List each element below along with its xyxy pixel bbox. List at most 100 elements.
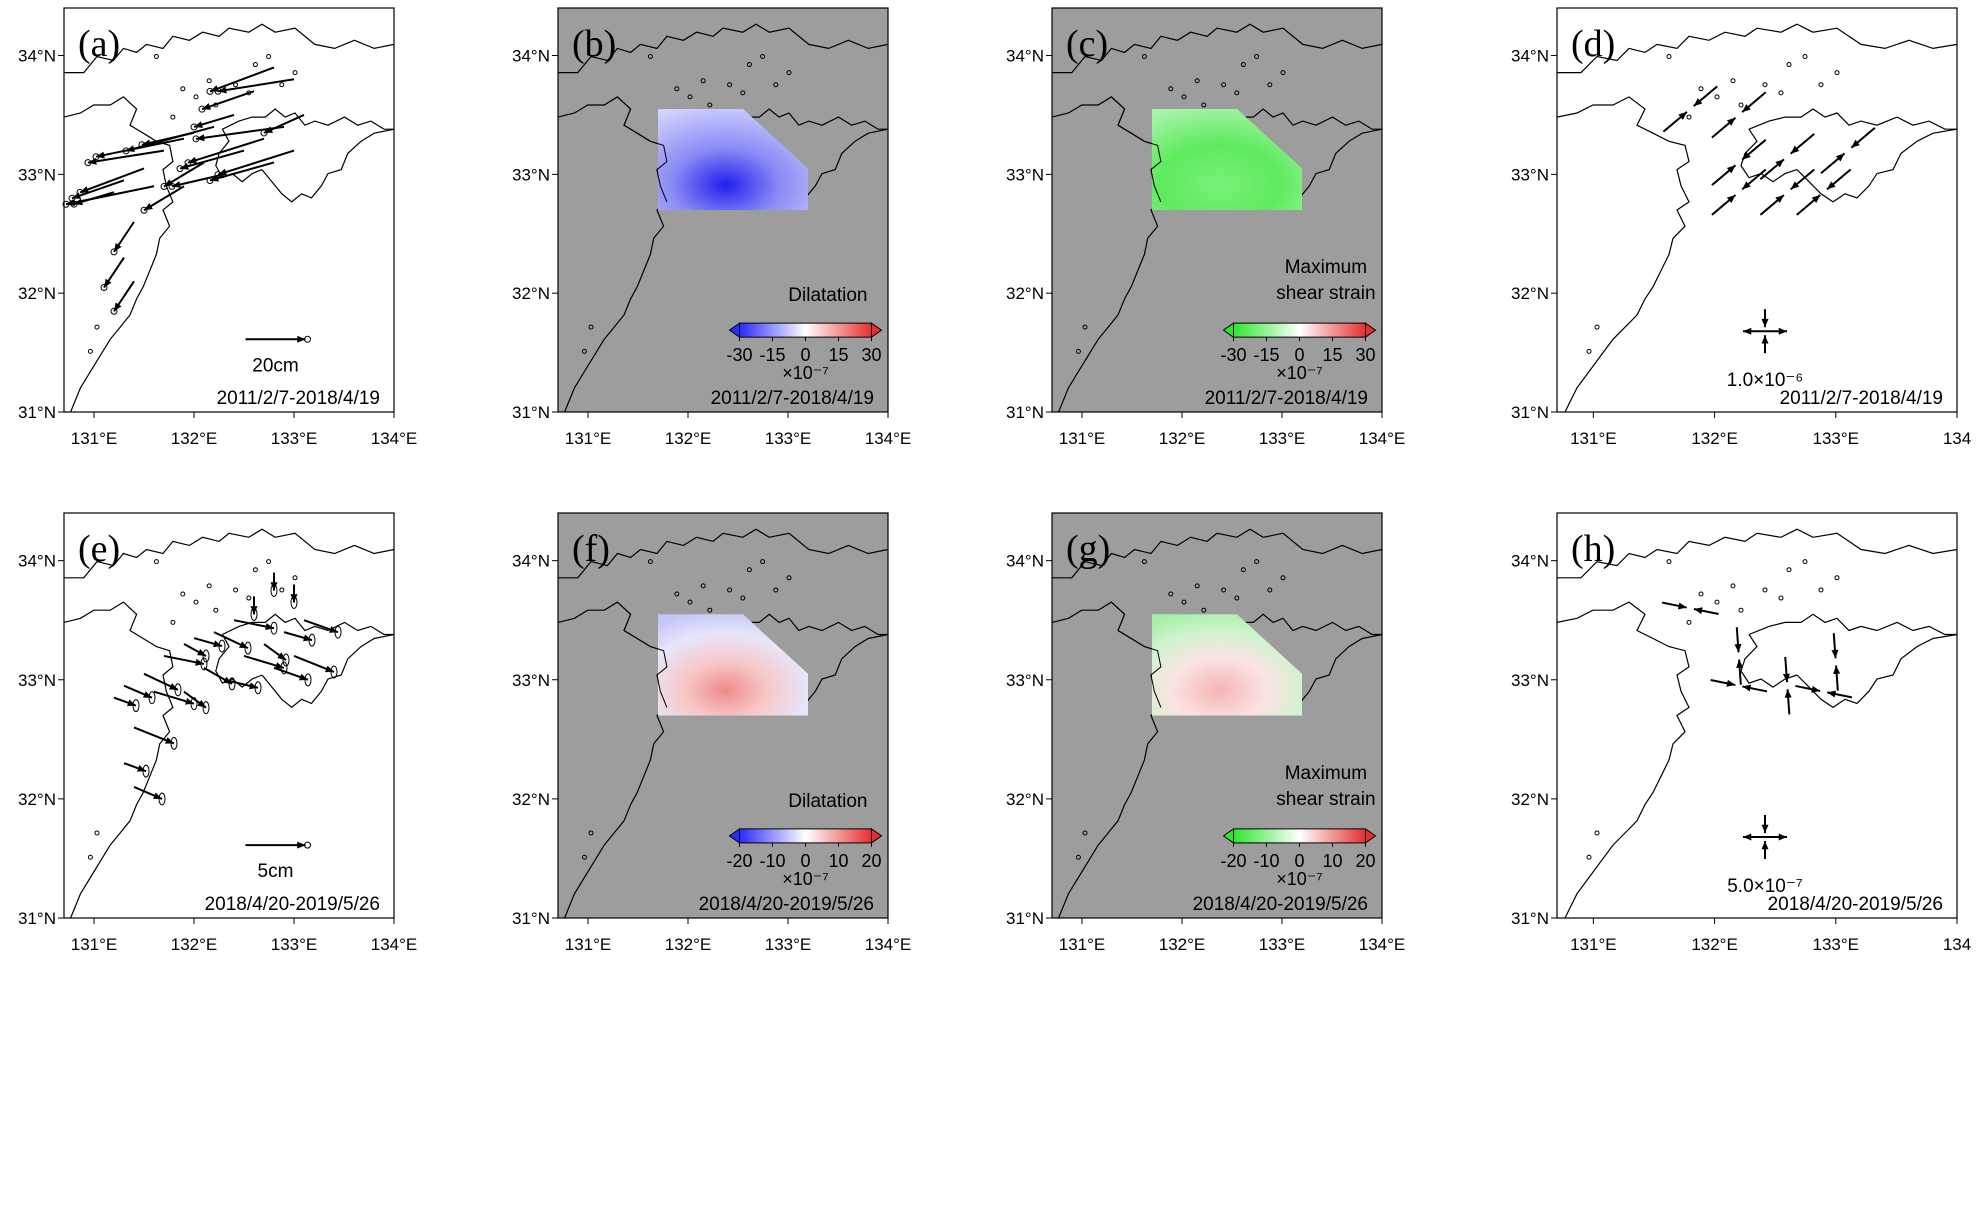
island-outline [1730,78,1736,84]
island-outline [1181,599,1187,605]
island-outline [740,90,746,96]
displacement-vector-head [210,174,219,182]
coastline-overlay [1097,96,1162,203]
island-outline [1075,854,1081,860]
panel-label: (e) [78,528,120,570]
x-tick-label: 132°E [1159,429,1206,448]
island-outline [1786,567,1792,573]
island-outline [1168,86,1174,92]
error-ellipse [304,673,312,687]
island-outline [1738,102,1744,108]
island-outline [647,53,653,59]
island-outline [687,94,693,100]
y-tick-label: 31°N [18,403,56,422]
island-outline [1267,82,1273,88]
panel-d: 131°E 132°E 133°E 134 31°N 32°N 33°N 34°N (d) 201… [1511,7,1971,448]
island-outline [1240,62,1246,68]
island-outline [1201,607,1207,613]
colorbar-tick-label: 0 [800,851,810,871]
y-tick-label: 34°N [512,47,550,66]
island-outline [1666,53,1672,59]
island-outline [1181,94,1187,100]
island-outline [1818,82,1824,88]
coastline-kyushu [1556,601,1690,919]
colorbar-tick-label: -15 [759,345,785,365]
panel-e: 131°E 132°E 133°E 134°E 31°N 32°N 33°N 34°N (e) 2… [18,512,417,954]
displacement-vector-head [303,634,312,642]
error-ellipse [202,701,210,715]
island-outline [1082,324,1088,330]
x-tick-label: 132°E [1691,935,1738,954]
x-tick-label: 131°E [1059,935,1106,954]
y-tick-label: 34°N [1511,552,1549,571]
island-outline [1201,102,1207,108]
scale-cross-arrow-head [1761,841,1769,850]
coastline-honshu [1052,23,1383,74]
displacement-vector-head [143,691,152,698]
island-outline [170,114,176,120]
displacement-vector [209,66,275,93]
panel-f: 131°E 132°E 133°E 134°E 31°N 32°N 33°N 34°N (f) 2… [512,512,911,954]
coastline-honshu [1557,23,1958,74]
coastline-honshu [558,23,889,74]
displacement-vector-head [299,673,308,681]
displacement-vector-head [210,85,219,92]
x-tick-label: 131°E [71,935,118,954]
island-outline [193,599,199,605]
error-ellipse [228,677,236,691]
compression-arrow-head [1734,643,1742,653]
coastline-overlay [1097,601,1162,708]
error-ellipse [206,176,214,184]
compression-arrow-head [1693,607,1703,615]
island-outline [740,595,746,601]
island-outline [94,830,100,836]
island-outline [1686,114,1692,120]
colorbar-tick-label: 0 [1294,345,1304,365]
island-outline [87,348,93,354]
colorbar [739,828,872,844]
y-tick-label: 33°N [18,165,56,184]
island-outline [193,94,199,100]
island-outline [647,559,653,565]
y-tick-label: 31°N [1006,909,1044,928]
island-outline [1194,583,1200,589]
displacement-vector [79,167,145,194]
error-ellipse [190,123,198,131]
colorbar-tick-label: -20 [726,851,752,871]
displacement-vector-head [249,682,258,690]
coastline-honshu [1052,528,1383,579]
compression-arrow-head [1742,684,1752,692]
island-outline [1594,324,1600,330]
period-label: 2018/4/20-2019/5/26 [1193,894,1368,915]
colorbar-multiplier: ×10⁻⁷ [1276,869,1323,889]
error-ellipse [308,633,316,647]
scale-label: 1.0×10⁻⁶ [1727,370,1804,391]
panel-g: 131°E 132°E 133°E 134°E 31°N 32°N 33°N 34°N (g) 2… [1006,512,1405,954]
displacement-vector-head [188,156,197,164]
island-outline [1194,78,1200,84]
coastline-shikoku-west [1740,128,1798,183]
island-outline [746,567,752,573]
error-ellipse [168,182,176,190]
colorbar-title: Dilatation [788,285,867,306]
island-outline [674,86,680,92]
error-ellipse [110,248,118,256]
island-outline [773,587,779,593]
island-outline [153,559,159,565]
island-outline [760,559,766,565]
compression-arrow-head [1833,665,1841,675]
island-outline [292,575,298,581]
panel-a: 131°E 132°E 133°E 134°E 31°N 32°N 33°N 34°N (a) 2… [18,7,417,448]
island-outline [1762,587,1768,593]
panel-b: 131°E 132°E 133°E 134°E 31°N 32°N 33°N 34°N (b) 2… [512,7,911,448]
coastline-shikoku-south [1796,633,1958,709]
island-outline [1254,53,1260,59]
y-tick-label: 32°N [1006,284,1044,303]
colorbar-title: Maximum [1285,257,1367,278]
displacement-vector [87,149,165,164]
period-label: 2011/2/7-2018/4/19 [217,388,380,409]
compression-arrow-head [1726,679,1736,687]
island-outline [1686,619,1692,625]
x-tick-label: 131°E [565,935,612,954]
compression-arrow-head [1678,111,1687,120]
